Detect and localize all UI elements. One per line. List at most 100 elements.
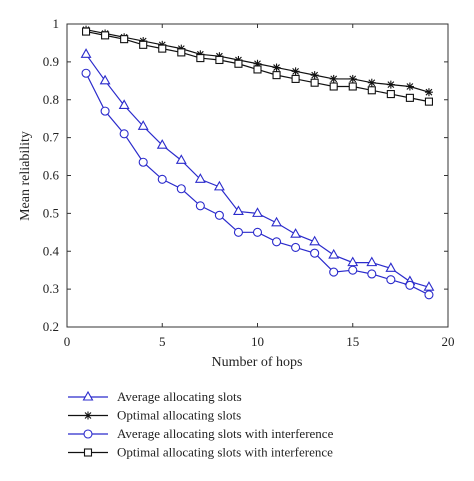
star-marker — [386, 80, 395, 89]
star-stroke — [311, 71, 319, 79]
circle-marker — [157, 174, 167, 184]
star-stroke — [349, 75, 357, 83]
triangle-marker — [80, 48, 92, 58]
circle-marker — [100, 106, 110, 116]
triangle-marker — [309, 235, 321, 246]
x-tick-label: 5 — [159, 334, 166, 349]
series-layer — [80, 25, 435, 300]
triangle-marker — [271, 216, 282, 227]
triangle-marker — [423, 281, 435, 291]
y-tick-label: 0.5 — [43, 205, 59, 220]
triangle-marker — [347, 256, 359, 267]
triangle-marker — [137, 120, 149, 130]
y-tick-label: 0.3 — [43, 281, 59, 296]
series-line — [85, 72, 430, 296]
star-marker — [291, 67, 300, 76]
triangle-marker — [385, 262, 397, 272]
series-4 — [82, 27, 434, 106]
triangle-marker — [175, 154, 187, 164]
triangle-marker — [290, 228, 302, 238]
y-tick-label: 0.2 — [43, 319, 59, 334]
legend-item: Average allocating slots with interferen… — [68, 426, 334, 441]
circle-marker — [233, 227, 243, 237]
triangle-marker — [252, 207, 263, 217]
triangle-marker — [328, 248, 340, 259]
star-stroke — [387, 81, 395, 88]
circle-marker — [119, 129, 129, 139]
x-axis-label: Number of hops — [212, 355, 303, 370]
y-tick-label: 0.9 — [43, 54, 59, 69]
triangle-marker — [213, 180, 225, 191]
star-stroke — [84, 412, 92, 419]
x-tick-label: 20 — [442, 334, 455, 349]
circle-marker — [386, 275, 396, 285]
legend-label: Optimal allocating slots with interferen… — [117, 445, 333, 460]
square-marker — [386, 90, 395, 99]
star-stroke — [406, 83, 414, 90]
legend: Average allocating slots Optimal allocati… — [68, 389, 334, 460]
triangle-marker — [366, 256, 378, 267]
circle-marker — [424, 290, 434, 300]
square-marker — [367, 86, 376, 95]
star-stroke — [425, 88, 433, 96]
legend-label: Optimal allocating slots — [117, 408, 241, 423]
square-marker — [101, 31, 110, 40]
legend-label: Average allocating slots with interferen… — [117, 426, 334, 441]
circle-marker — [348, 265, 358, 275]
y-tick-label: 1 — [53, 16, 60, 31]
circle-marker — [195, 201, 205, 211]
square-marker — [272, 71, 281, 80]
circle-marker — [271, 237, 282, 247]
square-marker — [120, 35, 129, 44]
star-stroke — [330, 75, 338, 83]
circle-marker — [214, 210, 224, 220]
series-2 — [82, 25, 433, 97]
square-marker — [215, 55, 224, 65]
circle-marker — [81, 68, 91, 78]
circle-marker — [367, 269, 377, 279]
legend-item: Optimal allocating slots — [68, 408, 241, 423]
square-marker — [234, 59, 243, 68]
square-marker — [83, 448, 93, 457]
x-tick-label: 0 — [64, 334, 71, 349]
series-3 — [81, 68, 434, 300]
circle-marker — [310, 248, 320, 258]
star-marker — [310, 71, 319, 80]
square-marker — [82, 27, 91, 36]
x-tick-label: 15 — [346, 334, 359, 349]
circle-marker — [291, 242, 301, 253]
star-marker — [405, 82, 414, 91]
star-stroke — [292, 67, 299, 75]
series-1 — [80, 48, 435, 291]
star-stroke — [368, 79, 376, 87]
square-marker — [310, 78, 319, 87]
legend-label: Average allocating slots — [117, 389, 242, 404]
square-marker — [329, 82, 338, 91]
star-marker — [424, 88, 433, 97]
circle-marker — [176, 184, 186, 194]
square-marker — [158, 44, 167, 53]
triangle-marker — [118, 99, 130, 109]
square-marker — [139, 40, 148, 49]
square-marker — [348, 82, 357, 91]
triangle-marker — [82, 390, 94, 401]
star-marker — [272, 63, 281, 72]
triangle-marker — [194, 173, 206, 183]
star-marker — [329, 74, 338, 83]
square-marker — [177, 48, 186, 57]
axis-ticks: 0 5 10 15 20 0.2 0.3 0.4 0.5 0.6 0.7 0.8 0.9 1 — [43, 16, 455, 349]
star-stroke — [273, 64, 280, 71]
legend-item: Optimal allocating slots with interferen… — [68, 445, 333, 460]
y-tick-label: 0.8 — [43, 92, 59, 107]
circle-marker — [405, 280, 415, 290]
circle-marker — [138, 157, 148, 167]
x-tick-label: 10 — [251, 334, 264, 349]
triangle-marker — [156, 139, 168, 149]
triangle-marker — [99, 74, 111, 85]
square-marker — [196, 54, 205, 63]
circle-marker — [252, 227, 263, 237]
circle-marker — [83, 429, 93, 439]
y-tick-label: 0.4 — [43, 243, 60, 258]
square-marker — [405, 93, 414, 102]
